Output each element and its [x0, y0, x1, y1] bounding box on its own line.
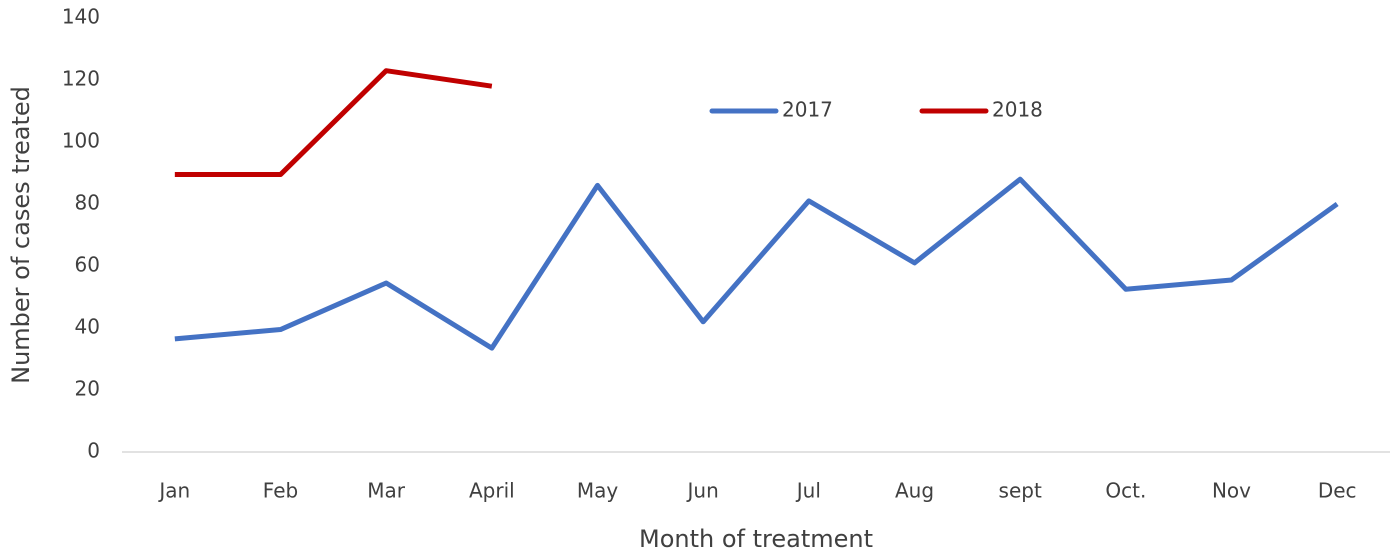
x-tick-label: May — [577, 479, 619, 503]
y-tick-label: 140 — [62, 5, 100, 29]
y-tick-label: 60 — [75, 253, 100, 277]
line-series — [174, 176, 1339, 351]
line-series — [174, 68, 493, 178]
x-tick-label: Oct. — [1105, 479, 1146, 503]
x-tick-label: Jan — [157, 479, 190, 503]
legend-label: 2017 — [782, 98, 833, 122]
x-tick-label: Jul — [795, 479, 821, 503]
y-tick-label: 100 — [62, 129, 100, 153]
y-axis-title: Number of cases treated — [7, 86, 35, 384]
x-tick-label: Feb — [263, 479, 298, 503]
x-tick-label: Mar — [367, 479, 406, 503]
x-tick-label: Dec — [1318, 479, 1357, 503]
x-tick-label: April — [469, 479, 515, 503]
y-tick-label: 40 — [75, 315, 100, 339]
y-tick-label: 0 — [87, 439, 100, 463]
x-tick-label: Aug — [895, 479, 934, 503]
y-tick-label: 120 — [62, 67, 100, 91]
y-tick-label: 20 — [75, 377, 100, 401]
legend-label: 2018 — [992, 98, 1043, 122]
y-tick-label: 80 — [75, 191, 100, 215]
x-tick-label: sept — [999, 479, 1042, 503]
x-tick-label: Nov — [1212, 479, 1251, 503]
x-axis-title: Month of treatment — [639, 525, 873, 552]
x-tick-label: Jun — [686, 479, 719, 503]
